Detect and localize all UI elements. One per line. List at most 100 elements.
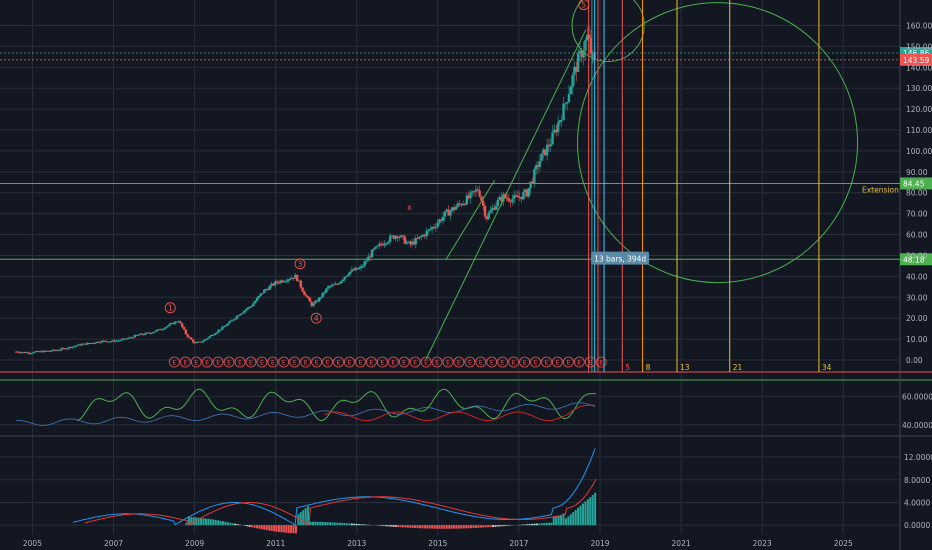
event-marker-label: E <box>238 360 242 367</box>
level-label: 84.45 <box>903 179 925 188</box>
macd-histogram-bar <box>282 525 285 533</box>
candle-body <box>472 191 476 193</box>
event-marker-label: E <box>172 360 176 367</box>
price-tick-label: 100.00 <box>906 147 932 156</box>
macd-histogram-bar <box>214 519 217 526</box>
macd-histogram-bar <box>504 525 507 526</box>
candle-body <box>49 350 53 352</box>
macd-line <box>72 448 596 526</box>
macd-histogram-bar <box>477 525 480 528</box>
macd-histogram-bar <box>543 523 546 526</box>
event-marker-label: E <box>468 360 472 367</box>
x-tick-label: 2013 <box>347 539 366 548</box>
candle-body <box>509 201 512 203</box>
macd-histogram-bar <box>212 519 215 526</box>
macd-histogram-bar <box>292 525 295 534</box>
candle-body <box>536 165 540 168</box>
macd-histogram-bar <box>202 518 205 526</box>
candle-body <box>87 342 91 344</box>
macd-histogram-bar <box>358 524 361 526</box>
event-marker-label: E <box>435 360 439 367</box>
wave-label-circle <box>578 0 590 11</box>
osc-tick-label: 40.0000 <box>902 421 932 430</box>
candle-body <box>243 310 246 313</box>
macd-histogram-bar <box>523 524 526 526</box>
macd-histogram-bar <box>465 525 468 529</box>
candle-body <box>292 277 295 279</box>
candle-body <box>379 243 383 245</box>
candle-body <box>336 283 339 285</box>
candle-body <box>31 352 34 354</box>
candle-body <box>86 342 89 345</box>
candle-body <box>257 295 261 298</box>
event-marker-label: E <box>391 360 395 367</box>
candle-body <box>226 323 230 326</box>
candle-body <box>514 195 518 197</box>
candle-body <box>38 351 42 353</box>
macd-panel[interactable] <box>72 448 597 534</box>
candle-body <box>584 40 587 51</box>
measure-label: 13 bars, 394d <box>594 255 646 264</box>
macd-histogram-bar <box>499 525 502 527</box>
candle-body <box>359 266 363 268</box>
macd-histogram-bar <box>457 525 460 529</box>
candle-body <box>356 267 359 270</box>
candle-body <box>20 352 23 354</box>
candle-body <box>133 335 136 338</box>
candle-body <box>275 281 279 283</box>
candle-body <box>321 292 324 298</box>
candle-body <box>199 341 202 343</box>
candle-body <box>106 341 109 343</box>
candle-body <box>456 203 459 207</box>
macd-tick-label: 12.0000 <box>904 453 932 462</box>
event-marker <box>322 356 333 368</box>
macd-histogram-bar <box>462 525 465 529</box>
candle-body <box>179 321 182 324</box>
oscillator-line-green <box>76 388 596 422</box>
event-marker <box>344 356 355 368</box>
candle-body <box>529 181 532 188</box>
candle-body <box>544 149 547 156</box>
macd-histogram-bar <box>533 523 536 526</box>
macd-histogram-bar <box>572 512 575 526</box>
candle-body <box>463 203 467 205</box>
macd-histogram-bar <box>564 518 567 526</box>
candle-body <box>104 340 107 342</box>
candle-body <box>452 207 456 210</box>
macd-tick-label: 8.0000 <box>904 476 930 485</box>
candle-body <box>425 230 428 237</box>
candle-body <box>520 196 523 200</box>
oscillator-line-blue <box>16 402 596 426</box>
macd-histogram-bar <box>280 525 283 533</box>
candle-body <box>540 153 543 162</box>
candle-body <box>42 350 45 353</box>
macd-histogram-bar <box>353 523 356 526</box>
candle-body <box>567 93 571 103</box>
candle-body <box>394 236 397 239</box>
x-tick-label: 2015 <box>428 539 447 548</box>
candle-body <box>524 189 527 193</box>
macd-histogram-bar <box>431 525 434 529</box>
candle-body <box>341 279 344 282</box>
candle-body <box>454 206 458 210</box>
candle-body <box>476 189 479 191</box>
candle-body <box>109 341 113 343</box>
macd-histogram-bar <box>584 501 587 526</box>
candle-body <box>100 340 104 343</box>
candle-body <box>420 236 423 238</box>
candle-body <box>197 341 200 343</box>
candle-body <box>427 229 430 231</box>
price-tick-label: 130.00 <box>906 84 932 93</box>
oscillator-panel[interactable] <box>16 388 596 426</box>
candle-body <box>303 291 306 296</box>
candle-body <box>122 338 126 340</box>
level-badge <box>900 253 932 266</box>
candle-body <box>235 315 239 319</box>
candle-body <box>317 297 321 302</box>
candle-body <box>246 307 250 310</box>
price-tick-label: 110.00 <box>906 126 932 135</box>
candle-body <box>184 329 188 335</box>
candle-body <box>120 339 124 341</box>
